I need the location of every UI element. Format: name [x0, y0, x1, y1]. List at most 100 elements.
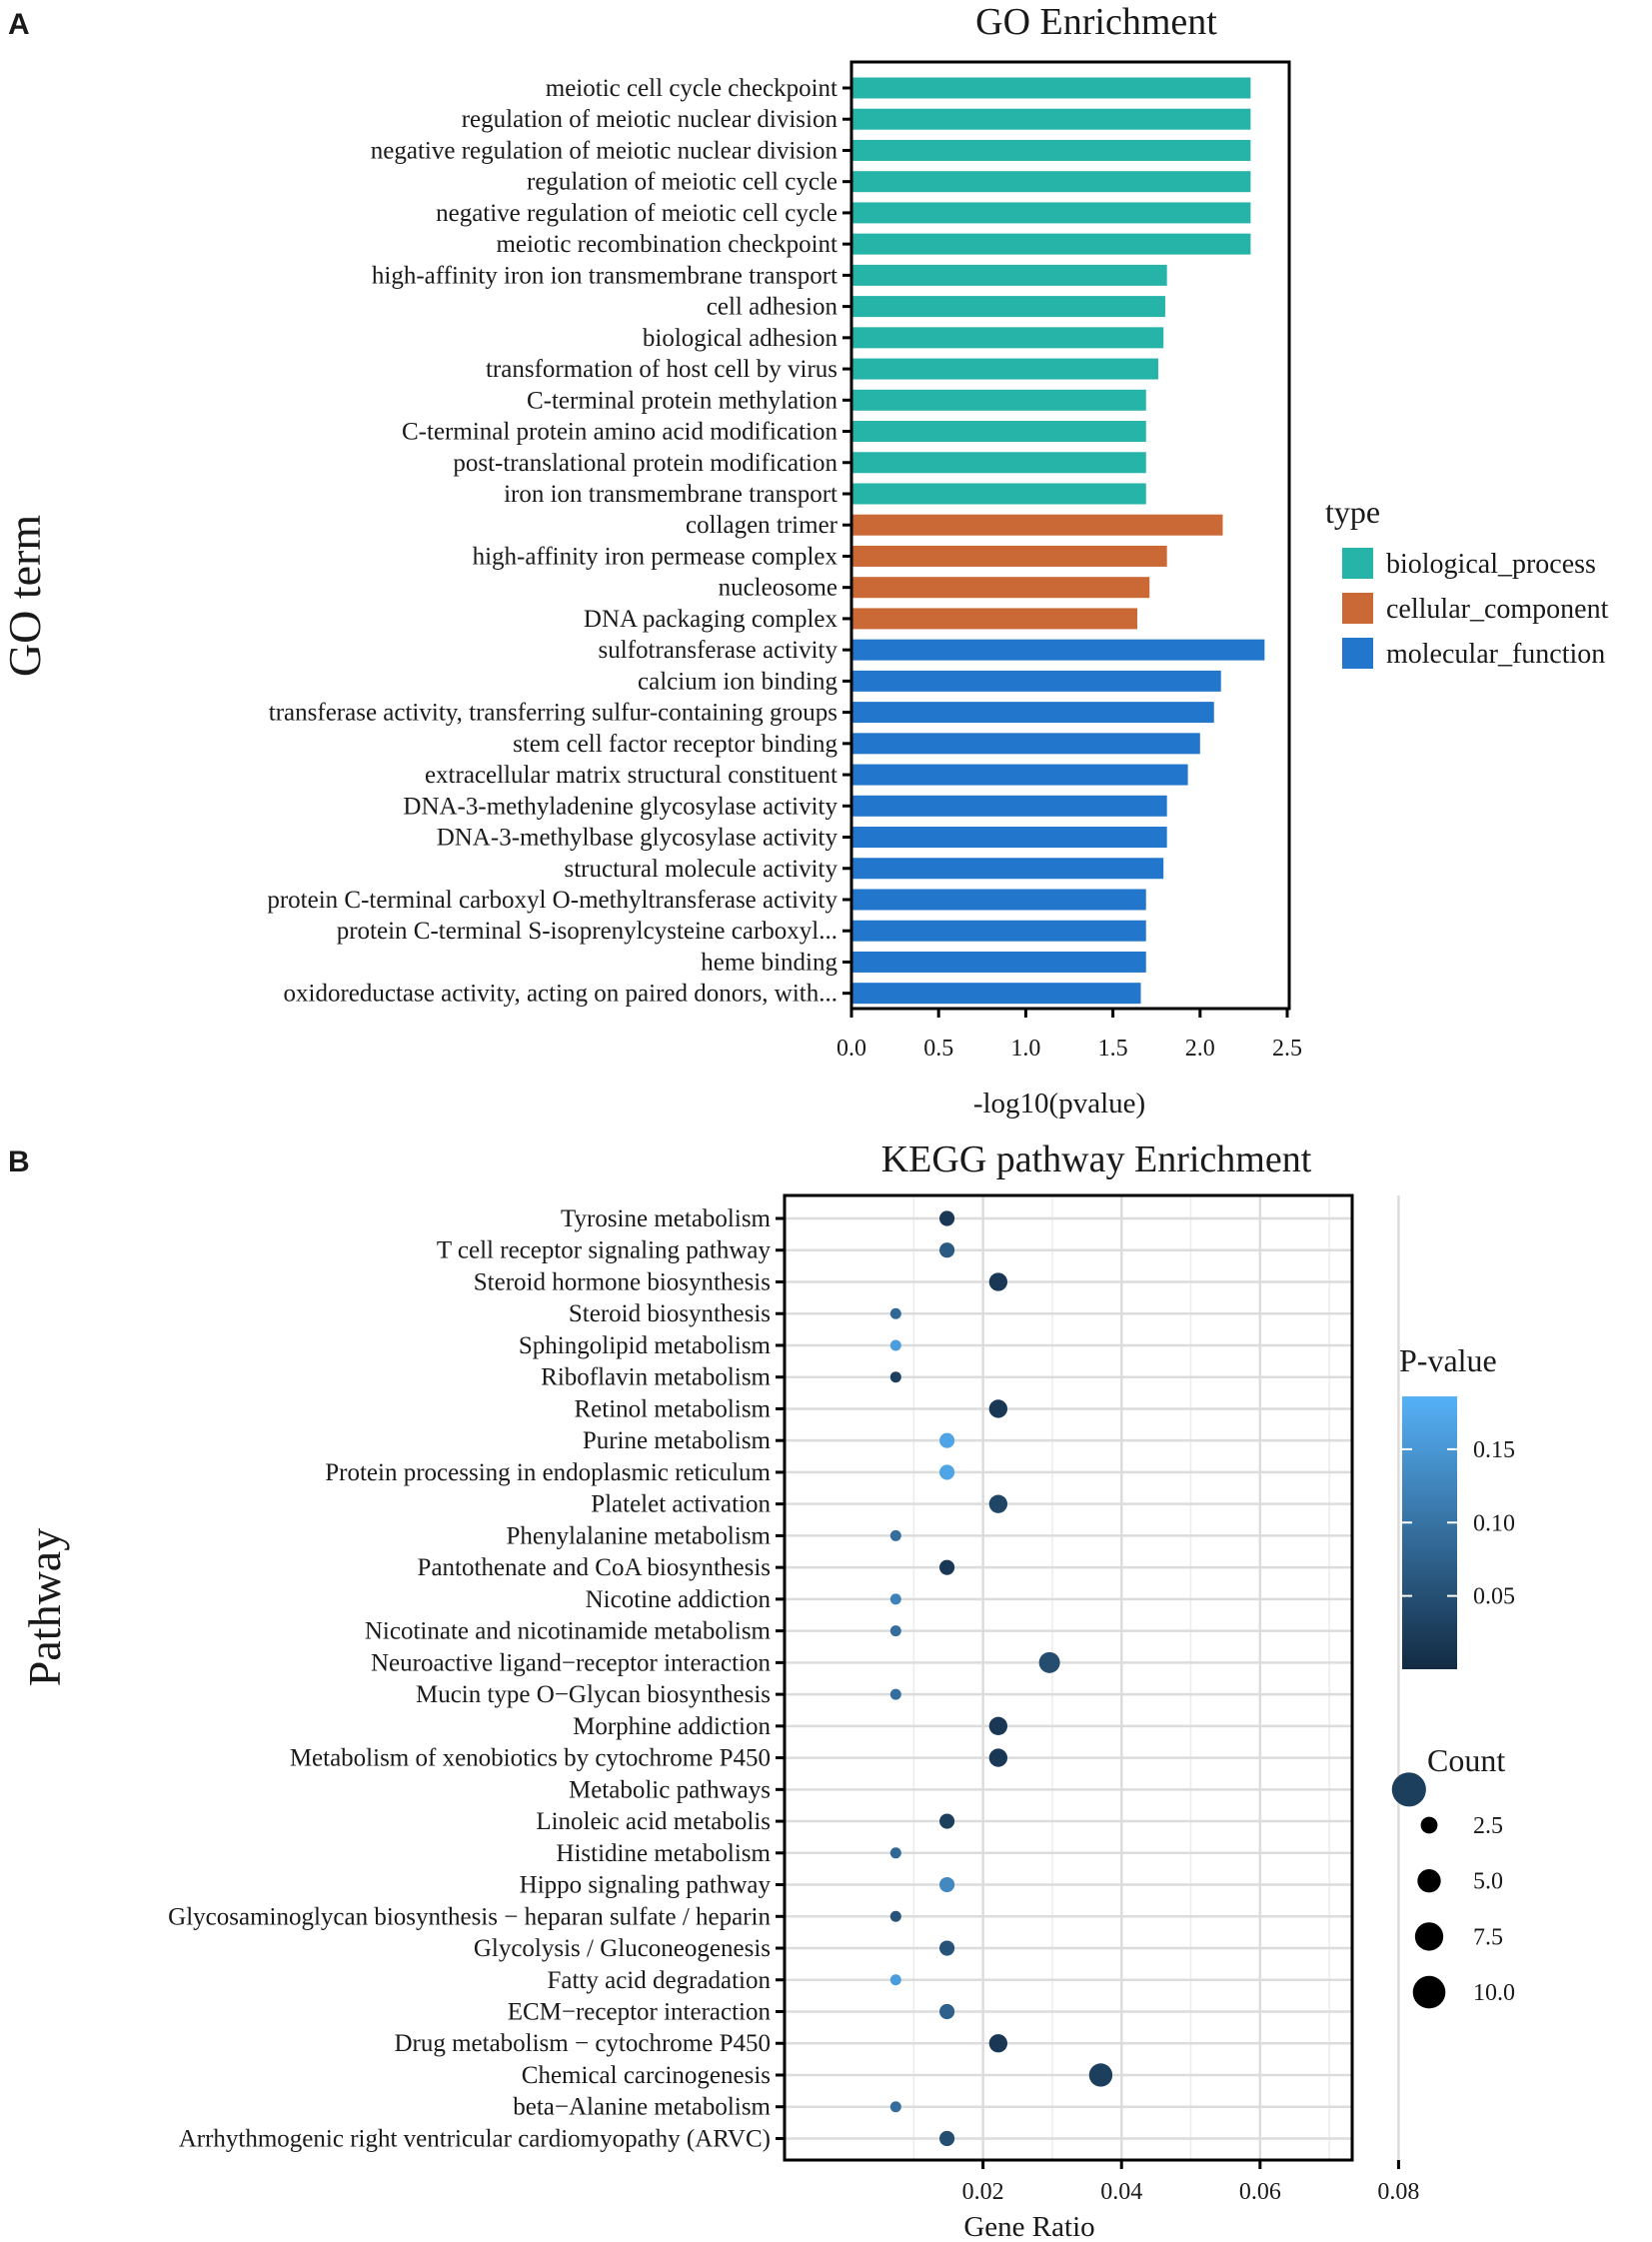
go-chart-title: GO Enrichment [975, 1, 1217, 43]
go-bar [852, 421, 1146, 443]
kegg-plot-frame [783, 1193, 1354, 2162]
kegg-pathway-label: Sphingolipid metabolism [519, 1332, 772, 1359]
count-legend-dot [1414, 1922, 1444, 1951]
kegg-pathway-label: Pantothenate and CoA biosynthesis [418, 1554, 771, 1581]
go-bar [852, 514, 1223, 536]
kegg-point [889, 1529, 901, 1541]
go-bar [852, 951, 1146, 973]
kegg-point [889, 1593, 901, 1605]
go-bar [852, 733, 1200, 755]
kegg-pathway-label: Nicotine addiction [586, 1586, 772, 1613]
kegg-point [939, 1464, 955, 1480]
kegg-pathway-label: Histidine metabolism [556, 1840, 771, 1867]
go-term-label: post-translational protein modification [453, 450, 837, 477]
go-bar [852, 983, 1141, 1005]
pvalue-tick-label: 0.05 [1473, 1584, 1515, 1610]
go-term-label: regulation of meiotic cell cycle [527, 169, 837, 196]
go-term-label: high-affinity iron permease complex [473, 543, 838, 570]
go-x-tick-label: 1.0 [1010, 1036, 1040, 1062]
go-term-labels: meiotic cell cycle checkpoint regulation … [267, 75, 851, 1008]
kegg-point [988, 1716, 1008, 1736]
kegg-enrichment-panel: B KEGG pathway Enrichment Pathway Gene R… [8, 1138, 1515, 2242]
count-legend-dot [1412, 1975, 1446, 2009]
go-legend-swatch [1342, 638, 1373, 669]
go-bar [852, 858, 1164, 880]
kegg-pathway-label: Linoleic acid metabolis [536, 1808, 771, 1835]
go-x-tick-label: 0.0 [836, 1036, 866, 1062]
go-term-label: DNA packaging complex [584, 606, 838, 633]
go-bar [852, 296, 1165, 318]
go-bar [852, 327, 1164, 349]
kegg-y-axis-title: Pathway [19, 1528, 70, 1686]
go-term-label: negative regulation of meiotic cell cycl… [436, 200, 837, 227]
kegg-pathway-label: Mucin type O−Glycan biosynthesis [416, 1681, 771, 1708]
count-legend-dot [1417, 1869, 1441, 1893]
kegg-x-tick-label: 0.04 [1100, 2179, 1142, 2205]
count-legend: Count 2.5 5.0 7.5 10.0 [1412, 1742, 1515, 2009]
kegg-pathway-label: Steroid biosynthesis [569, 1300, 771, 1327]
go-term-label: structural molecule activity [564, 856, 837, 883]
go-term-label: protein C-terminal S-isoprenylcysteine c… [337, 918, 837, 945]
go-x-tick-label: 0.5 [923, 1036, 953, 1062]
go-term-label: transformation of host cell by virus [486, 356, 837, 383]
kegg-point [939, 1559, 955, 1575]
go-legend-swatch [1342, 593, 1373, 624]
kegg-pathway-label: ECM−receptor interaction [508, 1999, 772, 2026]
kegg-pathway-label: Arrhythmogenic right ventricular cardiom… [179, 2125, 771, 2152]
go-legend-title: type [1325, 494, 1380, 530]
kegg-pathway-labels: Tyrosine metabolism T cell receptor signa… [168, 1205, 785, 2152]
kegg-point [889, 2101, 901, 2113]
go-term-label: oxidoreductase activity, acting on paire… [284, 981, 837, 1008]
panel-b-letter: B [8, 1145, 30, 1178]
count-legend-label: 2.5 [1473, 1813, 1503, 1839]
go-term-label: high-affinity iron ion transmembrane tra… [372, 262, 837, 289]
kegg-point [939, 1876, 955, 1893]
go-bar [852, 702, 1214, 724]
kegg-x-tick-label: 0.02 [962, 2179, 1004, 2205]
kegg-pathway-label: Protein processing in endoplasmic reticu… [325, 1459, 771, 1486]
go-bar [852, 452, 1146, 474]
go-term-label: heme binding [701, 949, 837, 976]
go-term-label: DNA-3-methylbase glycosylase activity [437, 825, 838, 852]
go-x-ticks: 0.0 0.5 1.0 1.5 2.0 2.5 [836, 1009, 1302, 1062]
kegg-pathway-label: Tyrosine metabolism [561, 1205, 772, 1232]
kegg-point [988, 2034, 1008, 2053]
kegg-point [889, 1847, 901, 1859]
kegg-pathway-label: Metabolism of xenobiotics by cytochrome … [290, 1745, 771, 1772]
kegg-point [988, 1494, 1008, 1513]
kegg-chart-title: KEGG pathway Enrichment [881, 1138, 1312, 1180]
kegg-pathway-label: Neuroactive ligand−receptor interaction [371, 1649, 772, 1676]
kegg-pathway-label: Platelet activation [591, 1491, 771, 1518]
kegg-point [889, 1371, 901, 1383]
go-term-label: protein C-terminal carboxyl O-methyltran… [267, 887, 837, 914]
count-legend-title: Count [1427, 1742, 1505, 1778]
kegg-pathway-label: Phenylalanine metabolism [506, 1522, 771, 1549]
go-term-label: sulfotransferase activity [599, 637, 838, 664]
go-bar [852, 233, 1251, 255]
kegg-point [889, 1307, 901, 1319]
kegg-point [939, 1242, 955, 1258]
kegg-point [988, 1272, 1008, 1291]
kegg-pathway-label: Metabolic pathways [569, 1776, 771, 1803]
go-bar [852, 889, 1146, 911]
go-bar [852, 389, 1146, 411]
kegg-grid [785, 1195, 1400, 2160]
go-term-label: transferase activity, transferring sulfu… [269, 700, 837, 727]
go-bars-layer [852, 77, 1265, 1005]
kegg-pathway-label: Hippo signaling pathway [520, 1872, 772, 1899]
go-bar [852, 483, 1146, 505]
go-x-axis-title: -log10(pvalue) [973, 1088, 1145, 1120]
go-term-label: iron ion transmembrane transport [504, 481, 837, 508]
kegg-pathway-label: Glycolysis / Gluconeogenesis [474, 1935, 771, 1962]
go-x-tick-label: 1.5 [1098, 1036, 1128, 1062]
kegg-points-layer [889, 1210, 1426, 2147]
go-type-legend: type biological_process cellular_componen… [1325, 494, 1609, 670]
kegg-point [988, 1748, 1008, 1767]
kegg-pathway-label: Riboflavin metabolism [541, 1364, 771, 1391]
kegg-x-tick-label: 0.06 [1239, 2179, 1281, 2205]
kegg-pathway-label: Steroid hormone biosynthesis [474, 1268, 771, 1295]
go-term-label: meiotic cell cycle checkpoint [546, 75, 837, 102]
kegg-point [939, 1940, 955, 1956]
kegg-pathway-label: Morphine addiction [573, 1713, 771, 1740]
